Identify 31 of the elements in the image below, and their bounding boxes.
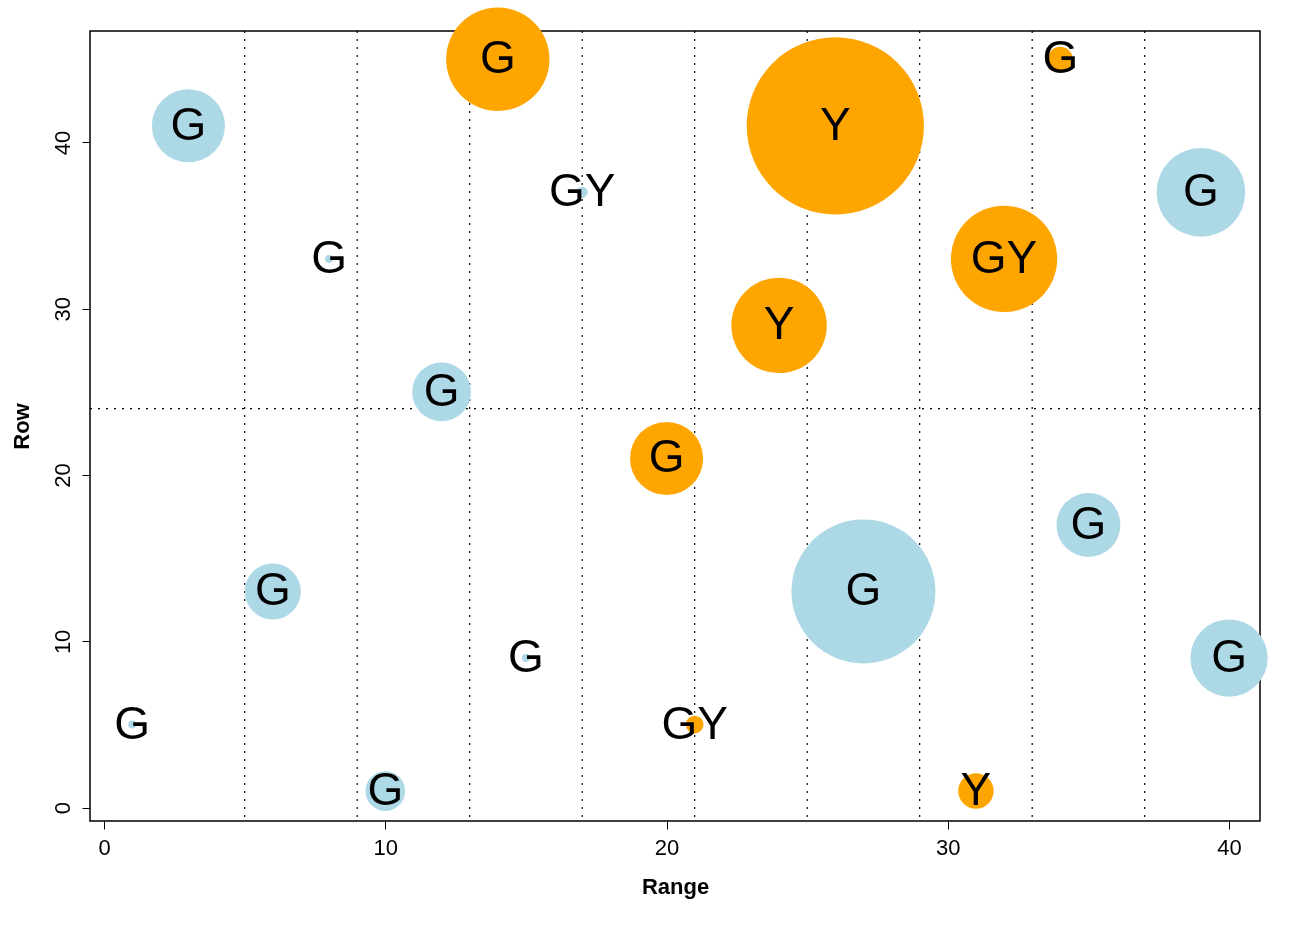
data-label: GY [548, 164, 616, 217]
y-tick-label: 0 [49, 802, 75, 815]
data-label: G [114, 696, 151, 749]
x-tick-label: 20 [654, 834, 680, 860]
data-label: G [311, 230, 347, 283]
data-label: G [1183, 164, 1219, 217]
y-tick-label: 20 [49, 463, 75, 488]
data-label: Y [819, 97, 851, 150]
data-label: G [367, 763, 404, 816]
data-label: G [508, 630, 544, 683]
x-tick-label: 10 [373, 834, 399, 860]
x-tick-label: 30 [936, 834, 961, 860]
data-label: G [1211, 630, 1247, 683]
data-label: G [423, 363, 460, 416]
x-axis-title: Range [641, 873, 710, 899]
y-tick-label: 40 [49, 130, 75, 156]
y-tick-label: 30 [49, 297, 75, 322]
data-label: G [648, 430, 685, 483]
data-label: G [254, 563, 291, 616]
data-label: G [845, 563, 882, 616]
data-label: G [170, 97, 207, 150]
data-label: G [1070, 496, 1107, 549]
x-tick-label: 40 [1217, 834, 1242, 860]
data-label: GY [970, 230, 1038, 283]
data-label: GY [661, 696, 728, 749]
data-label: Y [960, 763, 992, 816]
data-label: Y [763, 297, 795, 350]
y-axis-title: Row [8, 402, 34, 450]
data-label: G [479, 31, 516, 84]
y-tick-label: 10 [49, 629, 75, 655]
x-tick-label: 0 [98, 834, 111, 860]
